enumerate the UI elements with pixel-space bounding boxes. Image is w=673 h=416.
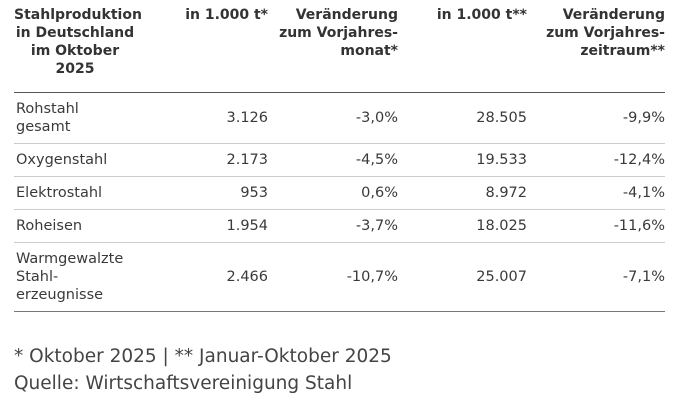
cell: 18.025	[398, 209, 527, 243]
header-cell: in 1.000 t*	[136, 6, 268, 93]
header-cell: Stahlproduktion in Deutschland im Oktobe…	[14, 6, 142, 93]
cell: 953	[136, 176, 268, 210]
cell: 8.972	[398, 176, 527, 210]
cell: -4,1%	[527, 176, 665, 210]
cell: 2.173	[136, 143, 268, 177]
cell: 2.466	[136, 242, 268, 312]
table-row: Rohstahl gesamt 3.126 -3,0% 28.505 -9,9%	[14, 92, 665, 144]
header-cell: Veränderung zum Vorjahres- zeitraum**	[527, 6, 665, 93]
cell: -12,4%	[527, 143, 665, 177]
cell: -9,9%	[527, 92, 665, 144]
footnotes: * Oktober 2025 | ** Januar-Oktober 2025 Q…	[14, 343, 392, 397]
cell: 28.505	[398, 92, 527, 144]
cell: -10,7%	[268, 242, 398, 312]
footnote: Quelle: Wirtschaftsvereinigung Stahl	[14, 373, 353, 394]
steel-table: Stahlproduktion in Deutschland im Oktobe…	[14, 6, 665, 312]
footnote: * Oktober 2025 | ** Januar-Oktober 2025	[14, 346, 392, 367]
row-label: Rohstahl gesamt	[14, 92, 136, 144]
cell: -7,1%	[527, 242, 665, 312]
cell: -3,7%	[268, 209, 398, 243]
table-row: Roheisen 1.954 -3,7% 18.025 -11,6%	[14, 209, 665, 243]
row-label: Roheisen	[14, 209, 136, 243]
cell: -3,0%	[268, 92, 398, 144]
header-row: Stahlproduktion in Deutschland im Oktobe…	[14, 6, 665, 93]
cell: 0,6%	[268, 176, 398, 210]
cell: 1.954	[136, 209, 268, 243]
table-row: Warmgewalzte Stahl- erzeugnisse 2.466 -10,…	[14, 242, 665, 312]
row-label: Warmgewalzte Stahl- erzeugnisse	[14, 242, 136, 312]
cell: -11,6%	[527, 209, 665, 243]
cell: 3.126	[136, 92, 268, 144]
cell: -4,5%	[268, 143, 398, 177]
cell: 19.533	[398, 143, 527, 177]
header-cell: in 1.000 t**	[398, 6, 527, 93]
cell: 25.007	[398, 242, 527, 312]
header-cell: Veränderung zum Vorjahres- monat*	[268, 6, 398, 93]
table-row: Elektrostahl 953 0,6% 8.972 -4,1%	[14, 176, 665, 210]
row-label: Oxygenstahl	[14, 143, 136, 177]
table-row: Oxygenstahl 2.173 -4,5% 19.533 -12,4%	[14, 143, 665, 177]
row-label: Elektrostahl	[14, 176, 136, 210]
